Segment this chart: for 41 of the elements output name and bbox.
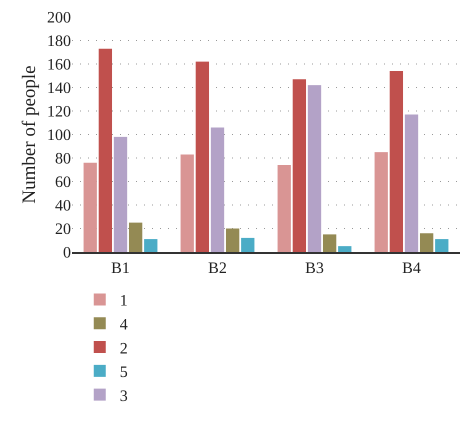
y-tick-label: 140: [47, 80, 71, 98]
bar: [404, 114, 418, 252]
legend-label: 5: [120, 364, 128, 382]
y-tick-label: 160: [47, 56, 71, 74]
y-tick-label: 0: [63, 244, 71, 262]
y-tick-label: 80: [55, 150, 71, 168]
bar: [278, 165, 291, 252]
bar: [292, 79, 306, 252]
legend-label: 3: [120, 388, 128, 405]
y-tick-label: 200: [47, 10, 71, 27]
bar: [226, 228, 240, 252]
bar: [98, 48, 112, 252]
bar: [374, 152, 388, 252]
legend-label: 4: [120, 316, 128, 334]
legend-label: 2: [120, 340, 128, 358]
y-tick-label: 20: [55, 221, 71, 238]
bar: [114, 136, 128, 252]
y-tick-label: 180: [47, 33, 71, 50]
bar: [144, 239, 158, 252]
bar: [241, 238, 254, 252]
y-axis-title: Number of people: [18, 65, 40, 204]
legend-label: 1: [120, 292, 128, 310]
bar: [390, 71, 404, 252]
x-tick-label: B3: [305, 260, 324, 277]
bar: [180, 154, 194, 252]
x-tick-label: B1: [111, 260, 130, 277]
y-tick-label: 60: [55, 174, 71, 192]
bar: [84, 162, 97, 252]
x-tick-label: B4: [402, 260, 421, 277]
bar: [196, 62, 210, 252]
bar: [338, 246, 352, 252]
bar: [322, 234, 336, 252]
x-tick-label: B2: [208, 260, 227, 277]
bar: [308, 85, 322, 252]
y-tick-label: 40: [55, 198, 71, 215]
bar: [128, 222, 142, 252]
bar: [210, 127, 224, 252]
bar: [435, 239, 448, 252]
y-tick-label: 100: [47, 127, 71, 144]
y-tick-label: 120: [47, 104, 71, 121]
bar: [420, 233, 434, 252]
